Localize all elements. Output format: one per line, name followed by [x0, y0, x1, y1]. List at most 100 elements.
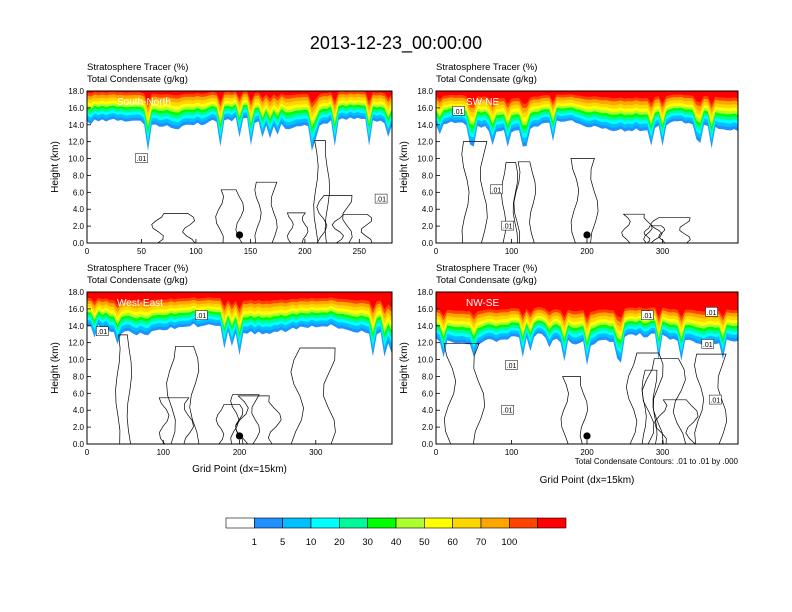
panel-label: NW-SE — [466, 298, 499, 309]
y-tick-label: 2.0 — [73, 423, 85, 432]
contour-label: .01 — [703, 342, 713, 349]
contour-label: .01 — [376, 197, 386, 204]
y-tick-label: 16.0 — [417, 305, 433, 314]
contour-label-box — [641, 310, 654, 320]
x-tick-label: 100 — [505, 247, 519, 256]
x-tick-label: 0 — [434, 448, 439, 457]
y-tick-label: 2.0 — [73, 222, 85, 231]
figure-title: 2013-12-23_00:00:00 — [310, 33, 482, 54]
panel-label: West-East — [117, 298, 163, 309]
tracer-band-11 — [436, 91, 738, 105]
condensate-contour — [641, 358, 687, 444]
condensate-contour — [215, 189, 245, 243]
y-tick-label: 8.0 — [422, 171, 434, 180]
contour-note: Total Condensate Contours: .01 to .01 by… — [575, 457, 739, 466]
colorbar-level-label: 1 — [252, 537, 257, 548]
subtitle-condensate: Total Condensate (g/kg) — [436, 275, 537, 286]
contour-label: .01 — [137, 156, 147, 163]
contour-label: .01 — [503, 224, 513, 231]
subtitle-tracer: Stratosphere Tracer (%) — [436, 62, 537, 73]
y-tick-label: 16.0 — [417, 104, 433, 113]
subtitle-tracer: Stratosphere Tracer (%) — [87, 62, 188, 73]
y-tick-label: 2.0 — [422, 423, 434, 432]
contour-label-box — [195, 310, 208, 320]
contour-label: .01 — [503, 408, 513, 415]
y-tick-label: 16.0 — [68, 104, 84, 113]
condensate-contour — [331, 213, 373, 243]
subtitle-tracer: Stratosphere Tracer (%) — [87, 263, 188, 274]
x-tick-label: 100 — [157, 448, 171, 457]
y-tick-label: 8.0 — [422, 372, 434, 381]
colorbar-level-label: 40 — [391, 537, 402, 548]
y-tick-label: 18.0 — [68, 288, 84, 297]
colorbar-swatch — [509, 517, 538, 529]
condensate-contour — [443, 342, 486, 444]
colorbar-level-label: 70 — [476, 537, 487, 548]
x-tick-label: 200 — [580, 448, 594, 457]
condensate-contour — [316, 195, 353, 243]
y-tick-label: 4.0 — [422, 205, 434, 214]
y-tick-label: 10.0 — [68, 356, 84, 365]
panel-1: .01 .01 South-North Stratosphere Tracer (%)… — [50, 62, 393, 256]
tracer-field: .01 .01 — [87, 91, 392, 243]
panel-label: South-North — [117, 97, 171, 108]
x-tick-label: 200 — [233, 448, 247, 457]
x-tick-label: 100 — [189, 247, 203, 256]
condensate-contour — [286, 212, 309, 243]
y-axis-label: Height (km) — [399, 342, 410, 394]
x-tick-label: 200 — [298, 247, 312, 256]
contour-label-box — [374, 193, 388, 204]
x-tick-label: 200 — [580, 247, 594, 256]
tracer-band-11 — [87, 91, 392, 104]
colorbar-swatch — [254, 517, 283, 529]
x-tick-label: 0 — [85, 448, 90, 457]
y-tick-label: 14.0 — [417, 322, 433, 331]
y-tick-label: 0.0 — [73, 239, 85, 248]
contour-label-box — [452, 106, 465, 116]
location-marker — [583, 231, 591, 239]
y-tick-label: 14.0 — [68, 121, 84, 130]
colorbar-swatch — [424, 517, 453, 529]
x-tick-label: 100 — [505, 448, 519, 457]
y-tick-label: 18.0 — [417, 288, 433, 297]
colorbar-level-label: 100 — [501, 537, 517, 548]
y-tick-label: 12.0 — [417, 339, 433, 348]
y-tick-label: 4.0 — [73, 406, 85, 415]
y-tick-label: 8.0 — [73, 372, 85, 381]
condensate-contour — [641, 369, 658, 444]
tracer-field: .01 .01 .01 .01 .01 .01 — [436, 292, 738, 444]
y-tick-label: 0.0 — [73, 440, 85, 449]
condensate-contour — [115, 334, 132, 444]
condensate-contour — [166, 345, 200, 444]
y-tick-label: 12.0 — [417, 138, 433, 147]
colorbar-swatch — [452, 517, 482, 529]
colorbar-swatch — [537, 517, 567, 529]
panel-4: .01 .01 .01 .01 .01 .01 NW-SE Stratosphere Trac… — [399, 263, 739, 486]
colorbar-swatch — [225, 517, 255, 529]
y-tick-label: 8.0 — [73, 171, 85, 180]
location-marker — [235, 432, 244, 440]
condensate-contour — [560, 376, 588, 444]
y-tick-label: 4.0 — [422, 406, 434, 415]
panel-3: .01 .01 West-East Stratosphere Tracer (%)To… — [50, 263, 393, 475]
colorbar-swatch — [310, 517, 340, 529]
contour-label-box — [501, 220, 514, 231]
condensate-contour — [158, 397, 194, 444]
panels-group: .01 .01 South-North Stratosphere Tracer (%)… — [50, 62, 739, 486]
subtitle-tracer: Stratosphere Tracer (%) — [436, 263, 537, 274]
condensate-contour — [654, 399, 699, 444]
contour-label-box — [701, 339, 715, 349]
colorbar-swatch — [367, 517, 397, 529]
contour-label-box — [705, 307, 718, 317]
condensate-contour — [650, 217, 691, 243]
contour-label-box — [709, 394, 722, 405]
condensate-contour — [151, 213, 196, 243]
colorbar: 1 5 10 20 30 40 50 60 70 100 — [225, 517, 567, 548]
colorbar-level-label: 5 — [280, 537, 285, 548]
y-tick-label: 10.0 — [68, 155, 84, 164]
y-tick-label: 10.0 — [417, 155, 433, 164]
y-tick-label: 0.0 — [422, 440, 434, 449]
y-tick-label: 6.0 — [73, 389, 85, 398]
y-axis-label: Height (km) — [399, 141, 410, 193]
